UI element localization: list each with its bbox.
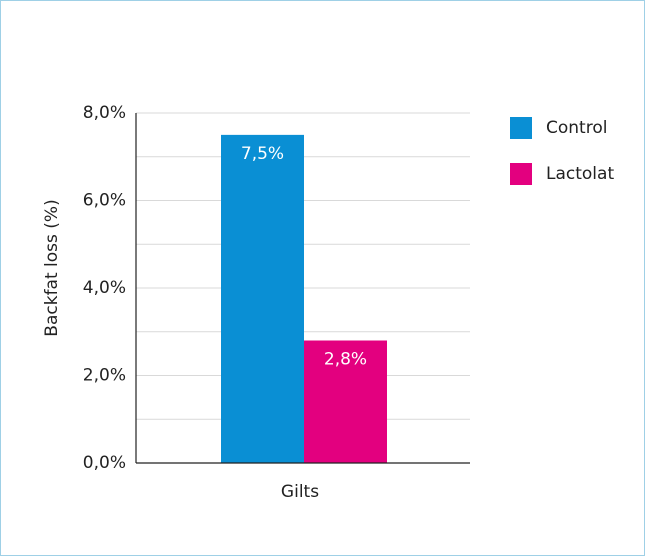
legend: Control Lactolat <box>510 117 614 185</box>
y-axis-title: Backfat loss (%) <box>42 199 62 336</box>
axes: 0,0% 2,0% 4,0% 6,0% 8,0% <box>83 103 470 473</box>
y-tick-label: 6,0% <box>83 191 126 211</box>
y-tick-label: 0,0% <box>83 453 126 473</box>
y-tick-label: 8,0% <box>83 103 126 123</box>
data-label: 7,5% <box>241 144 284 164</box>
bar-lactolat <box>304 340 387 463</box>
y-tick-label: 2,0% <box>83 366 126 386</box>
legend-swatch-lactolat <box>510 163 532 185</box>
legend-label: Control <box>546 118 607 138</box>
x-tick-label: Gilts <box>281 482 319 502</box>
data-label: 2,8% <box>324 350 367 370</box>
legend-label: Lactolat <box>546 164 614 184</box>
bar-control <box>221 134 304 463</box>
y-tick-label: 4,0% <box>83 278 126 298</box>
legend-swatch-control <box>510 117 532 139</box>
bars: 7,5% 2,8% <box>221 134 387 463</box>
